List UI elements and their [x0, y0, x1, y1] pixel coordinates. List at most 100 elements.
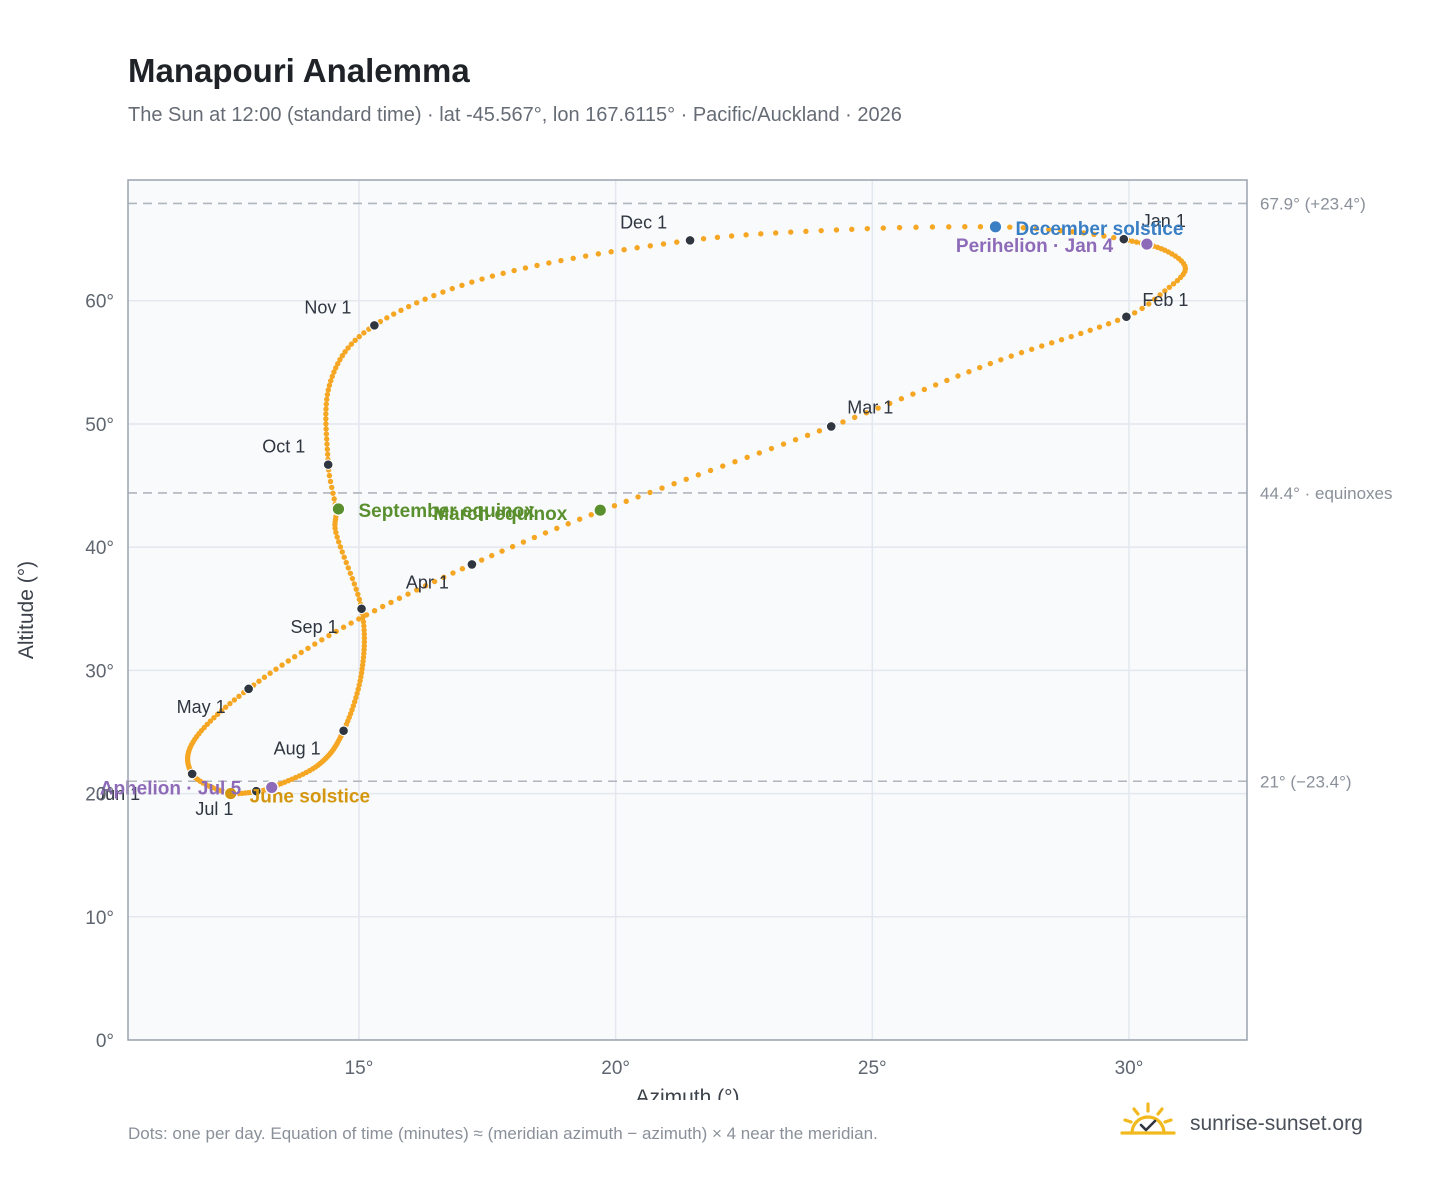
- day-dot: [758, 231, 764, 237]
- day-dot: [405, 591, 411, 597]
- reference-line-label: 67.9° (+23.4°): [1260, 194, 1366, 213]
- day-dot: [707, 467, 714, 474]
- day-dot: [329, 373, 335, 380]
- day-dot: [449, 285, 455, 292]
- day-dot: [542, 530, 549, 536]
- day-dot: [1049, 340, 1055, 346]
- day-dot: [380, 603, 386, 610]
- analemma-chart: 67.9° (+23.4°) 44.4° · equinoxes 21° (−23.…: [15, 179, 1393, 1100]
- plot-area: [128, 180, 1247, 1040]
- day-dot: [441, 574, 447, 580]
- y-tick-label: 30°: [85, 661, 114, 682]
- day-dot: [1078, 330, 1084, 337]
- day-dot: [343, 559, 349, 566]
- day-dot: [323, 411, 329, 417]
- day-dot: [396, 595, 403, 601]
- day-dot: [312, 641, 318, 647]
- day-dot: [946, 224, 952, 230]
- day-dot: [647, 489, 653, 496]
- day-dot: [898, 396, 905, 402]
- day-dot: [339, 353, 346, 359]
- day-dot: [780, 441, 787, 447]
- day-dot: [326, 472, 333, 479]
- day-dot: [966, 369, 972, 375]
- day-dot: [361, 631, 368, 637]
- day-dot: [227, 700, 233, 707]
- day-dot: [499, 548, 505, 554]
- day-dot: [388, 599, 394, 606]
- day-dot: [361, 639, 368, 645]
- event-marker: [988, 219, 1003, 234]
- day-dot: [450, 570, 456, 576]
- day-dot: [683, 476, 689, 482]
- day-dot: [431, 578, 438, 585]
- month-label: Apr 1: [406, 572, 449, 592]
- day-dot: [398, 307, 404, 313]
- day-dot: [852, 414, 858, 421]
- day-dot: [334, 534, 340, 540]
- day-dot: [342, 349, 348, 355]
- day-dot: [1174, 277, 1181, 284]
- day-dot: [357, 678, 363, 684]
- day-dot: [356, 682, 362, 688]
- day-dot: [955, 373, 961, 379]
- day-dot: [333, 628, 339, 635]
- day-dot: [720, 463, 726, 469]
- event-marker: [223, 786, 238, 801]
- day-dot: [1157, 292, 1163, 298]
- day-dot: [772, 230, 779, 236]
- x-tick-label: 30°: [1115, 1058, 1144, 1079]
- day-dot: [339, 549, 345, 555]
- day-dot: [1166, 284, 1173, 290]
- day-dot: [896, 224, 903, 231]
- day-dot: [1152, 296, 1158, 302]
- day-dot: [511, 267, 517, 274]
- day-dot: [345, 345, 351, 351]
- event-marker: [331, 501, 346, 516]
- brand-logo[interactable]: sunrise-sunset.org: [1120, 1100, 1390, 1150]
- day-dot: [358, 674, 364, 680]
- day-dot: [621, 247, 627, 253]
- day-dot: [1146, 301, 1152, 307]
- day-dot: [1039, 343, 1045, 349]
- day-dot: [818, 227, 824, 234]
- footnote: Dots: one per day. Equation of time (min…: [128, 1124, 878, 1143]
- day-dot: [422, 296, 428, 302]
- y-axis-ticks: 0° 10° 20° 30° 40° 50° 60°: [85, 292, 114, 1052]
- day-dot: [345, 565, 352, 571]
- day-dot: [977, 364, 983, 371]
- day-dot: [348, 341, 355, 347]
- day-dot: [1129, 238, 1135, 244]
- day-dot: [422, 583, 429, 589]
- day-dot: [913, 224, 919, 230]
- event-label: September equinox: [358, 501, 535, 522]
- day-dot: [611, 503, 618, 509]
- month-label: Oct 1: [262, 437, 305, 457]
- day-dot: [211, 714, 217, 721]
- sun-check-icon: [1120, 1102, 1176, 1135]
- day-dot: [340, 624, 347, 630]
- day-dot: [576, 516, 583, 522]
- day-dot: [349, 575, 356, 582]
- day-dot: [582, 253, 589, 259]
- reference-line-label: 44.4° · equinoxes: [1260, 484, 1393, 503]
- month-label: Jun 1: [96, 784, 140, 804]
- day-dot: [509, 543, 516, 550]
- month-marker: [684, 235, 696, 246]
- day-dot: [267, 670, 273, 676]
- day-dot: [355, 591, 361, 598]
- day-dot: [356, 333, 362, 340]
- month-label: Mar 1: [847, 397, 893, 417]
- day-dot: [324, 396, 330, 403]
- day-dot: [305, 645, 311, 651]
- day-dot: [352, 337, 358, 344]
- day-dot: [285, 658, 291, 664]
- day-dot: [459, 566, 466, 572]
- month-label: May 1: [177, 697, 226, 717]
- day-dot: [328, 378, 334, 384]
- reference-line-label: 21° (−23.4°): [1260, 772, 1352, 791]
- day-dot: [500, 270, 506, 277]
- chart-title: Manapouri Analemma: [128, 52, 470, 89]
- day-dot: [792, 437, 799, 443]
- day-dot: [363, 612, 370, 618]
